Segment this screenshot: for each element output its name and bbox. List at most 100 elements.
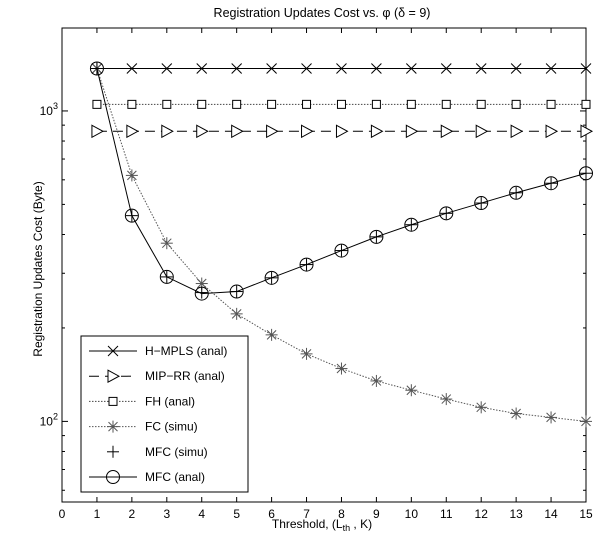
data-point (127, 99, 137, 109)
data-point (440, 124, 454, 139)
x-axis-label: Threshold, (Lth , K) (272, 517, 372, 533)
series-line (96, 68, 587, 295)
data-point (264, 270, 279, 285)
x-axis-label-subscript: th (343, 523, 351, 533)
data-point (161, 63, 173, 74)
legend-label: H−MPLS (anal) (145, 344, 227, 358)
legend-label: FC (simu) (145, 420, 198, 434)
data-point (299, 257, 314, 272)
x-tick-label: 13 (509, 507, 523, 521)
data-point (370, 124, 384, 139)
data-point (371, 99, 381, 109)
data-point (302, 99, 312, 109)
legend-marker (108, 396, 118, 406)
x-tick-label: 9 (373, 507, 380, 521)
data-point (162, 99, 172, 109)
data-point (545, 411, 558, 424)
data-point (404, 217, 419, 232)
data-point (161, 124, 174, 139)
data-point (545, 124, 559, 139)
x-tick-label: 4 (198, 507, 205, 521)
data-point (232, 99, 242, 109)
data-point (371, 63, 382, 74)
legend-marker (106, 470, 120, 484)
data-point (159, 269, 174, 284)
data-point (336, 63, 347, 74)
data-point (229, 284, 244, 299)
legend-marker (107, 369, 121, 384)
plot-area-border (61, 27, 587, 503)
x-tick-label: 10 (405, 507, 419, 521)
series-triangle-right (91, 124, 594, 139)
data-point (440, 393, 453, 406)
legend-item: FC (simu) (89, 420, 198, 434)
data-point (581, 99, 591, 109)
data-point (266, 63, 277, 74)
x-tick-label: 7 (303, 507, 310, 521)
data-point (441, 99, 451, 109)
x-tick-label: 11 (440, 507, 453, 521)
data-point (196, 63, 208, 74)
x-tick-label: 14 (544, 507, 558, 521)
legend-marker (107, 445, 119, 458)
data-point (475, 401, 488, 414)
legend-item: FH (anal) (89, 394, 195, 408)
data-point (370, 374, 383, 387)
data-point (509, 185, 524, 200)
data-point (510, 63, 522, 74)
x-tick-label: 12 (475, 507, 489, 521)
data-point (336, 99, 346, 109)
data-point (474, 196, 489, 211)
chart-title: Registration Updates Cost vs. φ (δ = 9) (214, 6, 431, 20)
legend: H−MPLS (anal) MIP−RR (anal) FH (anal) FC (s… (80, 335, 249, 493)
data-point (89, 61, 104, 76)
x-tick-label: 15 (579, 507, 593, 521)
data-point (439, 206, 454, 221)
data-point (510, 407, 523, 420)
data-point (300, 347, 313, 360)
data-point (194, 286, 209, 301)
data-point (546, 99, 556, 109)
data-point (580, 415, 592, 428)
data-point (92, 99, 102, 109)
data-point (580, 63, 592, 74)
x-tick-label: 8 (338, 507, 345, 521)
legend-item: MIP−RR (anal) (89, 369, 225, 383)
legend-box (80, 335, 249, 493)
data-point (335, 124, 349, 139)
legend-label: MFC (simu) (145, 445, 208, 459)
series-square (92, 99, 591, 109)
series-plus (90, 62, 592, 299)
y-axis-ticks: 102 103 (40, 101, 586, 491)
data-point (334, 243, 349, 258)
data-point (231, 63, 243, 74)
x-tick-label: 6 (268, 507, 275, 521)
data-point (545, 63, 557, 74)
data-point (125, 169, 138, 182)
legend-item: MFC (anal) (89, 470, 205, 484)
plot-frame (61, 27, 587, 503)
legend-item: MFC (simu) (107, 445, 208, 459)
data-point (335, 362, 348, 375)
x-axis-ticks: 0 1 2 3 4 5 6 7 8 9 10 11 12 13 14 15 (59, 28, 593, 521)
data-point (197, 99, 207, 109)
data-point (440, 63, 452, 74)
data-point (475, 63, 487, 74)
data-point (405, 124, 419, 139)
x-tick-label: 2 (129, 507, 136, 521)
data-point (301, 63, 312, 74)
data-point (91, 124, 104, 139)
data-point (579, 166, 593, 181)
data-point (160, 237, 173, 250)
data-point (405, 384, 418, 397)
y-tick-label: 102 (40, 411, 58, 428)
data-point (266, 124, 279, 139)
legend-label: FH (anal) (145, 394, 195, 408)
x-axis-label-main: Threshold, (L (272, 517, 343, 531)
x-tick-label: 0 (59, 507, 66, 521)
data-point (580, 124, 594, 139)
data-point (195, 286, 208, 299)
series-circle (89, 61, 593, 301)
data-point (126, 124, 139, 139)
data-point (265, 328, 278, 341)
